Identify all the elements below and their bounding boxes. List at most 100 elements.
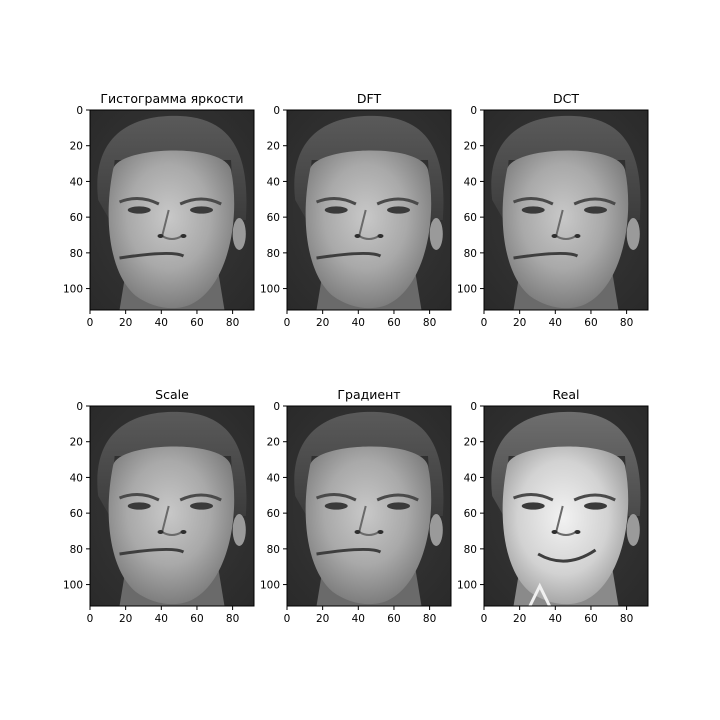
axes-frame [89, 405, 255, 607]
face-image [90, 110, 254, 310]
x-tick-label: 20 [119, 613, 132, 625]
left-brow [512, 197, 554, 206]
x-tick-label: 40 [549, 317, 562, 329]
x-tick-label: 60 [584, 613, 597, 625]
right-brow [179, 493, 222, 502]
right-eye [584, 206, 608, 214]
x-tick-label: 40 [155, 317, 168, 329]
y-tick-label: 80 [267, 544, 280, 556]
y-tick-label: 20 [70, 141, 83, 153]
ear [626, 514, 640, 546]
left-nostril [354, 234, 361, 238]
y-tick-label: 60 [267, 508, 280, 520]
right-nostril [180, 530, 187, 534]
left-nostril [551, 234, 558, 238]
left-nostril [551, 530, 558, 534]
right-brow [573, 197, 616, 206]
hair [97, 411, 247, 516]
right-brow [573, 493, 616, 502]
mouth [119, 547, 185, 556]
mouth [119, 251, 185, 260]
ear [429, 514, 443, 546]
y-tick-label: 40 [464, 176, 477, 188]
y-tick-label: 100 [260, 580, 280, 592]
left-eye [127, 206, 151, 214]
right-eye [190, 206, 213, 214]
left-nostril [354, 530, 361, 534]
face-image [484, 110, 648, 310]
mouth [316, 547, 382, 556]
y-tick-label: 0 [76, 105, 83, 117]
right-brow [179, 197, 222, 206]
hair [491, 115, 641, 220]
x-tick-label: 60 [387, 613, 400, 625]
x-tick-label: 80 [423, 613, 436, 625]
right-nostril [377, 530, 384, 534]
left-nostril [157, 530, 164, 534]
y-tick-label: 20 [464, 437, 477, 449]
mouth [316, 251, 382, 260]
x-tick-label: 20 [513, 613, 526, 625]
ear [232, 218, 246, 250]
y-tick-label: 100 [457, 580, 477, 592]
y-tick-label: 20 [464, 141, 477, 153]
right-eye [387, 206, 410, 214]
left-eye [324, 206, 348, 214]
right-brow [376, 493, 419, 502]
y-tick-label: 40 [267, 176, 280, 188]
x-tick-label: 60 [387, 317, 400, 329]
y-tick-label: 80 [464, 544, 477, 556]
y-tick-label: 60 [70, 212, 83, 224]
y-tick-label: 100 [63, 284, 83, 296]
face-skin [108, 150, 235, 309]
y-tick-label: 80 [267, 248, 280, 260]
subplot-2: DFT 0 20 40 60 80 0 20 40 60 80 100 [260, 91, 452, 329]
left-brow [315, 197, 357, 206]
x-tick-label: 20 [316, 613, 329, 625]
x-tick-label: 0 [87, 613, 94, 625]
y-tick-label: 20 [70, 437, 83, 449]
left-brow [315, 493, 357, 502]
hair [97, 115, 247, 220]
x-tick-label: 60 [584, 317, 597, 329]
y-tick-label: 40 [70, 472, 83, 484]
x-tick-label: 0 [284, 317, 291, 329]
hair [294, 411, 444, 516]
axes-frame [89, 109, 255, 311]
x-tick-label: 80 [226, 613, 239, 625]
x-tick-label: 0 [481, 613, 488, 625]
y-tick-label: 0 [470, 401, 477, 413]
y-tick-label: 0 [76, 401, 83, 413]
left-eye [521, 206, 545, 214]
y-tick-label: 80 [464, 248, 477, 260]
face-skin [502, 446, 629, 605]
x-tick-label: 40 [352, 613, 365, 625]
subplot-4: Scale 0 20 40 60 80 0 20 40 60 80 100 [63, 387, 255, 625]
face-image [484, 406, 648, 606]
x-tick-label: 0 [87, 317, 94, 329]
y-tick-label: 80 [70, 248, 83, 260]
mouth [537, 548, 597, 563]
hair [294, 115, 444, 220]
x-tick-label: 60 [190, 317, 203, 329]
y-tick-label: 100 [260, 284, 280, 296]
collar [528, 582, 551, 606]
x-tick-label: 20 [316, 317, 329, 329]
right-eye [387, 502, 410, 510]
subplot-title: DCT [553, 91, 579, 106]
x-tick-label: 20 [119, 317, 132, 329]
x-tick-label: 0 [284, 613, 291, 625]
y-tick-label: 20 [267, 437, 280, 449]
axes-frame [483, 405, 649, 607]
face-skin [305, 150, 432, 309]
x-tick-label: 80 [423, 317, 436, 329]
subplot-title: Scale [155, 387, 189, 402]
left-brow [118, 197, 160, 206]
subplot-6: Real 0 20 40 60 80 0 20 40 60 80 100 [457, 387, 649, 625]
right-eye [190, 502, 213, 510]
axes-frame [286, 109, 452, 311]
right-nostril [574, 234, 581, 238]
ear [626, 218, 640, 250]
x-tick-label: 80 [620, 317, 633, 329]
